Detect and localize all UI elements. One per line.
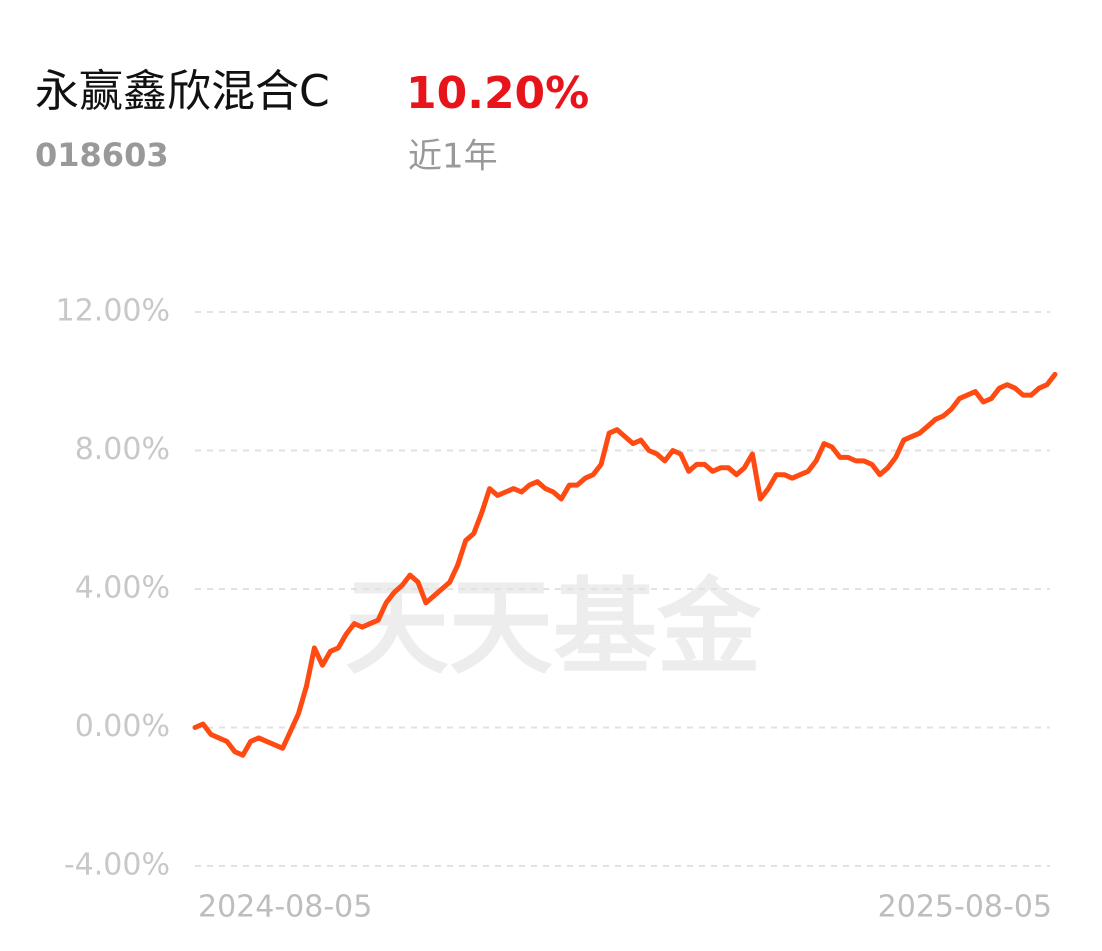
fund-return: 10.20% [406,68,589,119]
line [192,371,1058,758]
fund-code: 018603 [35,136,169,174]
period: 近1年 [408,137,498,177]
x-tick-label: 2024-08-05 [198,890,372,925]
watermark: 天天基金 [345,566,762,688]
y-tick-label: 8.00% [75,432,170,467]
fund-name: 永赢鑫欣混合C [35,66,330,117]
y-tick-label: 12.00% [56,294,170,329]
x-tick-label: 2025-08-05 [878,890,1052,925]
y-tick-label: -4.00% [64,848,170,883]
y-tick-label: 4.00% [75,571,170,606]
y-tick-label: 0.00% [75,709,170,744]
